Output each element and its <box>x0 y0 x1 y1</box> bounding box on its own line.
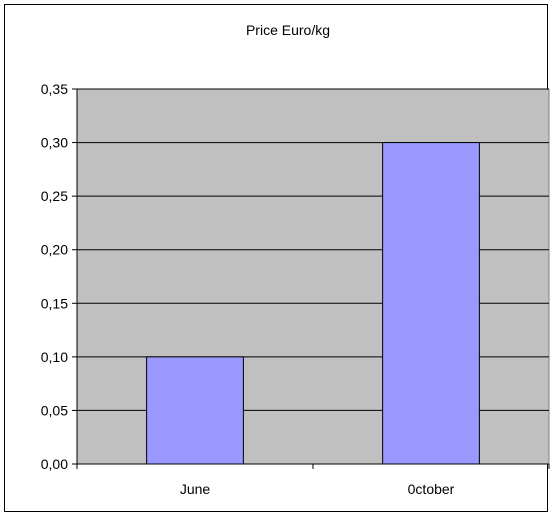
y-tick-label: 0,30 <box>41 135 68 151</box>
y-tick-label: 0,05 <box>41 402 68 418</box>
y-tick-label: 0,15 <box>41 295 68 311</box>
bars <box>146 142 480 465</box>
axes <box>72 88 550 469</box>
y-tick-label: 0,10 <box>41 349 68 365</box>
bar <box>146 356 244 465</box>
chart-title: Price Euro/kg <box>246 22 330 38</box>
x-tick-labels: June 0ctober <box>180 481 455 497</box>
y-tick-label: 0,25 <box>41 188 68 204</box>
y-tick-label: 0,00 <box>41 456 68 472</box>
y-tick-labels: 0,00 0,05 0,10 0,15 0,20 0,25 0,30 0,35 <box>41 81 68 472</box>
bar <box>382 142 480 465</box>
y-tick-label: 0,20 <box>41 242 68 258</box>
x-tick-label: 0ctober <box>408 481 455 497</box>
y-tick-label: 0,35 <box>41 81 68 97</box>
x-tick-label: June <box>180 481 211 497</box>
